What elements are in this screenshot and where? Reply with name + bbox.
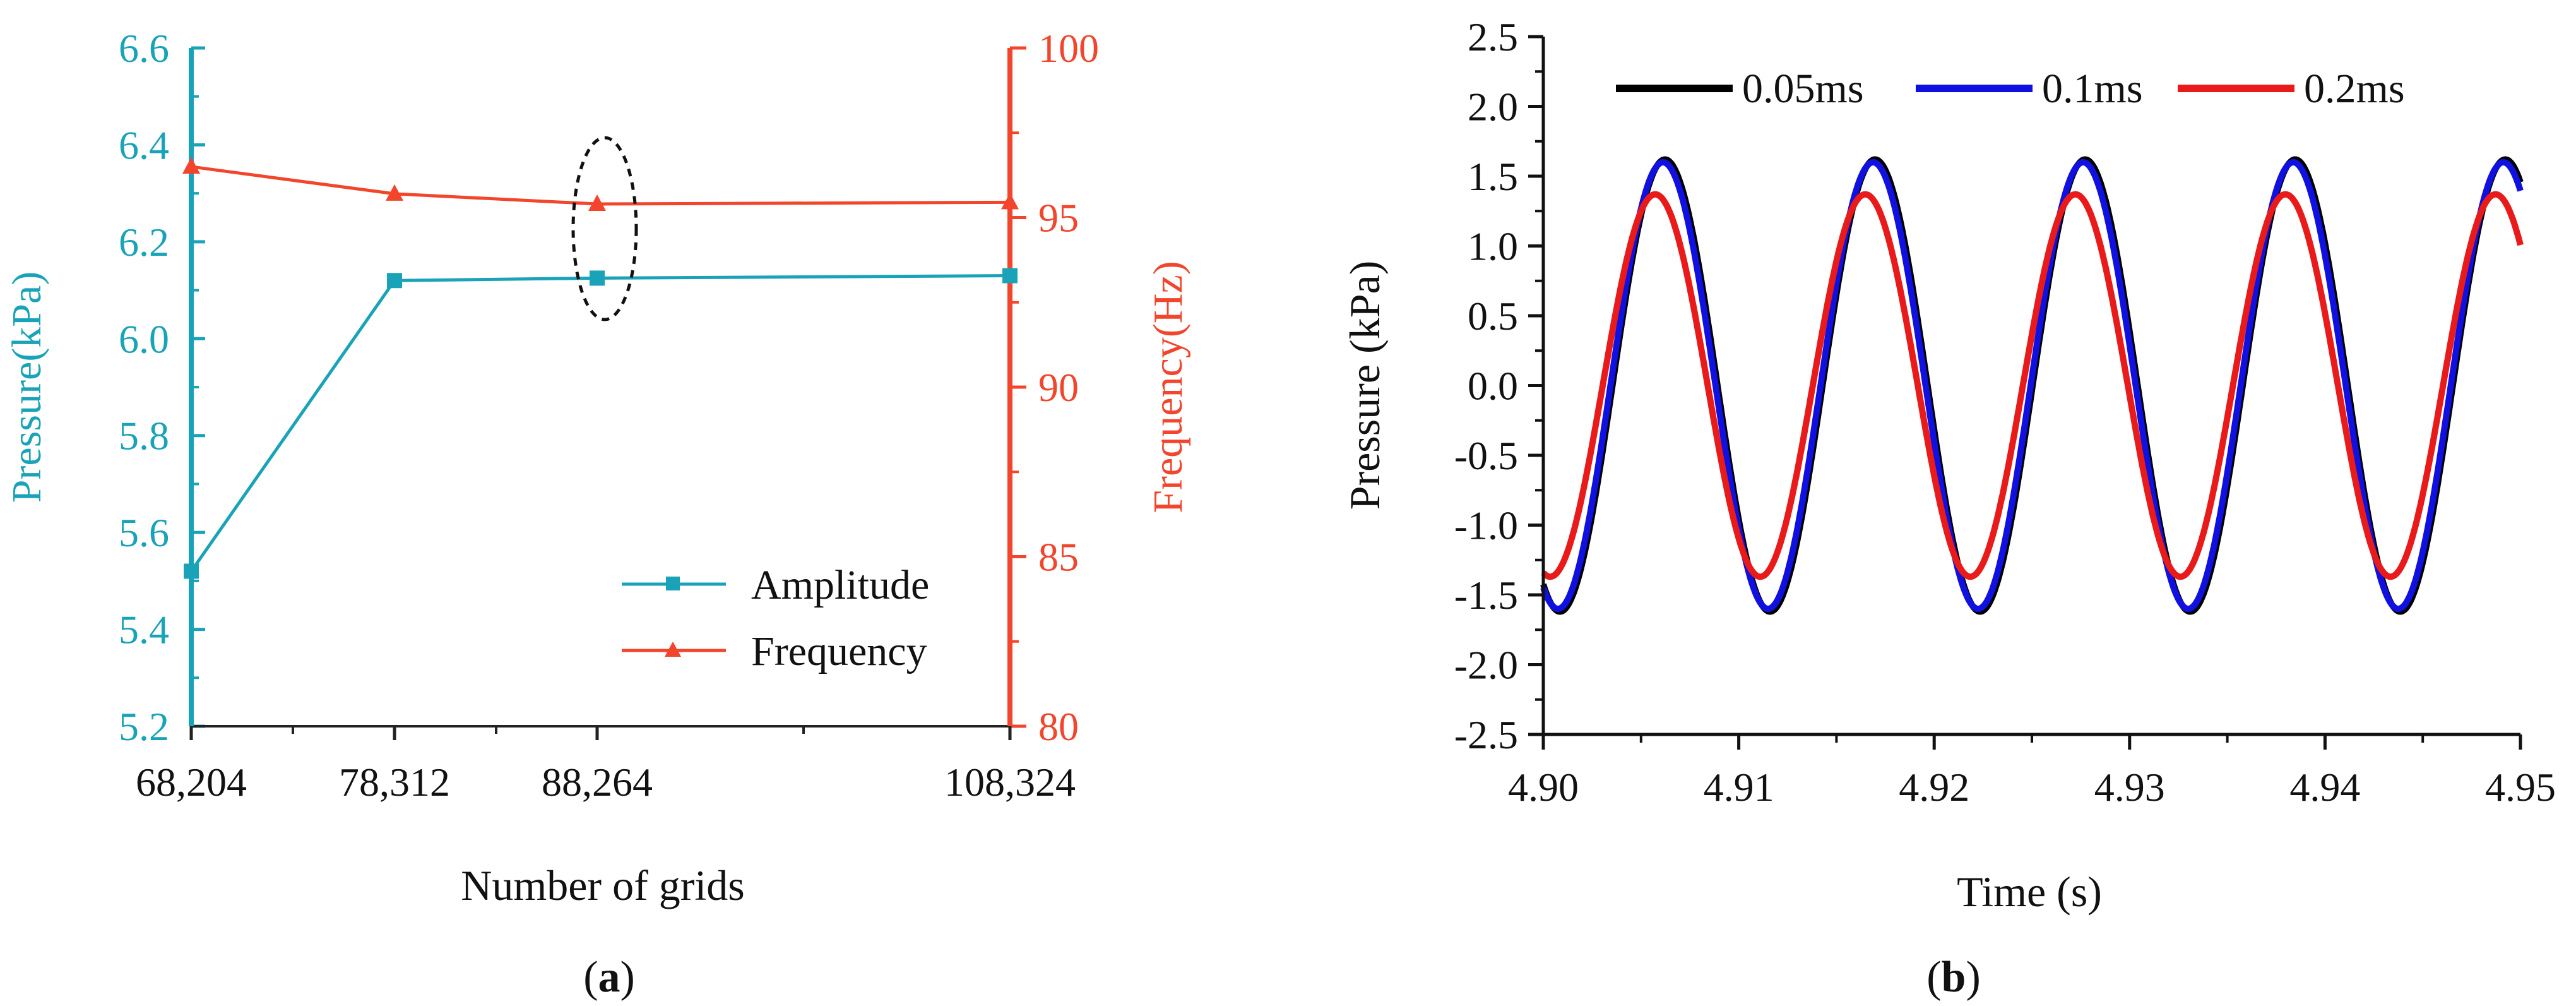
panel-b-legend: 0.05ms 0.1ms 0.2ms [1616,66,2405,112]
panel-a-frequency-marker [588,195,606,212]
panel-b-x-tick-label: 4.94 [2289,765,2360,810]
legend-0.2ms-label: 0.2ms [2304,66,2405,112]
panel-b-series [1540,156,2524,615]
panel-a-amplitude-marker [590,270,605,286]
panel-b-y-tick-label: 0.5 [1468,294,1518,338]
panel-b-ylabel: Pressure (kPa) [1341,261,1389,510]
panel-a-legend: Amplitude Frequency [622,562,929,674]
legend-amplitude-label: Amplitude [751,562,929,608]
panel-a-x-tick-label: 88,264 [542,760,653,805]
panel-a-frequency-marker [1001,193,1019,210]
panel-a-label: (a) [583,953,635,1002]
panel-a-ylabel-right: Frequency(Hz) [1145,261,1191,513]
panel-a-x-ticks: 68,204 78,312 88,264 108,324 [136,726,1076,805]
panel-b-y-tick-label: -1.0 [1454,503,1518,548]
panel-a-x-tick-label: 78,312 [339,760,450,805]
panel-a-left-tick-label: 6.4 [119,123,169,167]
panel-a-right-tick-label: 100 [1038,26,1099,71]
panel-a-amplitude-marker [387,273,402,289]
panel-b-x-tick-label: 4.91 [1704,765,1774,810]
panel-a-xlabel: Number of grids [461,861,744,909]
panel-a-right-tick-label: 90 [1038,365,1079,410]
panel-a-left-tick-label: 6.2 [119,220,169,265]
panel-a-x-tick-label: 68,204 [136,760,247,805]
panel-b-xlabel: Time (s) [1957,868,2102,916]
panel-b-series-0.2ms-line [1541,191,2524,580]
panel-b-y-tick-label: -2.0 [1454,643,1518,688]
panel-b-x-ticks: 4.90 4.91 4.92 4.93 4.94 4.95 [1508,734,2556,810]
panel-a-amplitude-marker [184,563,199,579]
panel-a-left-tick-label: 5.4 [119,608,169,652]
legend-0.1ms-label: 0.1ms [2042,66,2143,112]
panel-a-left-tick-label: 6.6 [119,26,169,71]
panel-a-series-amplitude-line [189,274,1011,572]
panel-a-series-frequency-line [191,165,1011,206]
panel-a-amplitude-marker [1002,268,1018,284]
panel-a-series [182,157,1019,579]
panel-a-left-tick-label: 5.2 [119,704,169,749]
panel-b-y-tick-label: -1.5 [1454,573,1518,618]
panel-a-right-tick-label: 95 [1038,196,1079,241]
panel-b-x-tick-label: 4.95 [2485,765,2556,810]
panel-a-highlight-ellipse [571,136,638,321]
panel-a-left-tick-label: 5.6 [119,510,169,555]
panel-b-label: (b) [1926,953,1981,1002]
panel-a: 5.2 5.4 5.6 5.8 6.0 6.2 6.4 6.6 80 85 90 95 100 68,… [4,26,1191,1002]
panel-a-frequency-marker [182,157,200,174]
panel-a-frequency-marker [386,184,403,201]
panel-b-y-ticks: -2.5 -2.0 -1.5 -1.0 -0.5 0.0 0.5 1.0 1.5 2.0 2.5 [1454,15,1543,757]
panel-a-left-ticks: 5.2 5.4 5.6 5.8 6.0 6.2 6.4 6.6 [119,26,205,749]
panel-a-right-tick-label: 85 [1038,535,1079,580]
panel-a-label-letter: a [598,953,620,1002]
panel-a-right-tick-label: 80 [1038,704,1079,749]
panel-b-x-tick-label: 4.93 [2094,765,2165,810]
panel-a-ylabel-left: Pressure(kPa) [4,272,50,503]
panel-b: -2.5 -2.0 -1.5 -1.0 -0.5 0.0 0.5 1.0 1.5 2.0 2.5 4… [1341,15,2556,1002]
panel-b-y-tick-label: 2.0 [1468,85,1518,129]
panel-b-y-tick-label: 2.5 [1468,15,1518,59]
panel-b-y-tick-label: -2.5 [1454,712,1518,757]
panel-b-x-tick-label: 4.92 [1899,765,1969,810]
legend-frequency-marker [665,642,681,657]
panel-b-label-letter: b [1942,953,1966,1002]
panel-a-left-tick-label: 6.0 [119,316,169,361]
panel-b-y-tick-label: 0.0 [1468,364,1518,409]
panel-b-series-0.1ms-line [1540,159,2524,613]
panel-a-x-tick-label: 108,324 [944,760,1076,805]
panel-a-left-tick-label: 5.8 [119,414,169,458]
panel-b-y-tick-label: 1.0 [1468,224,1518,269]
panel-b-y-tick-label: 1.5 [1468,154,1518,199]
panel-b-x-tick-label: 4.90 [1508,765,1579,810]
legend-0.05ms-label: 0.05ms [1742,66,1864,112]
panel-a-right-ticks: 80 85 90 95 100 [1010,26,1099,749]
legend-amplitude-marker [666,577,680,590]
panel-b-y-tick-label: -0.5 [1454,433,1518,478]
legend-frequency-label: Frequency [751,628,927,674]
